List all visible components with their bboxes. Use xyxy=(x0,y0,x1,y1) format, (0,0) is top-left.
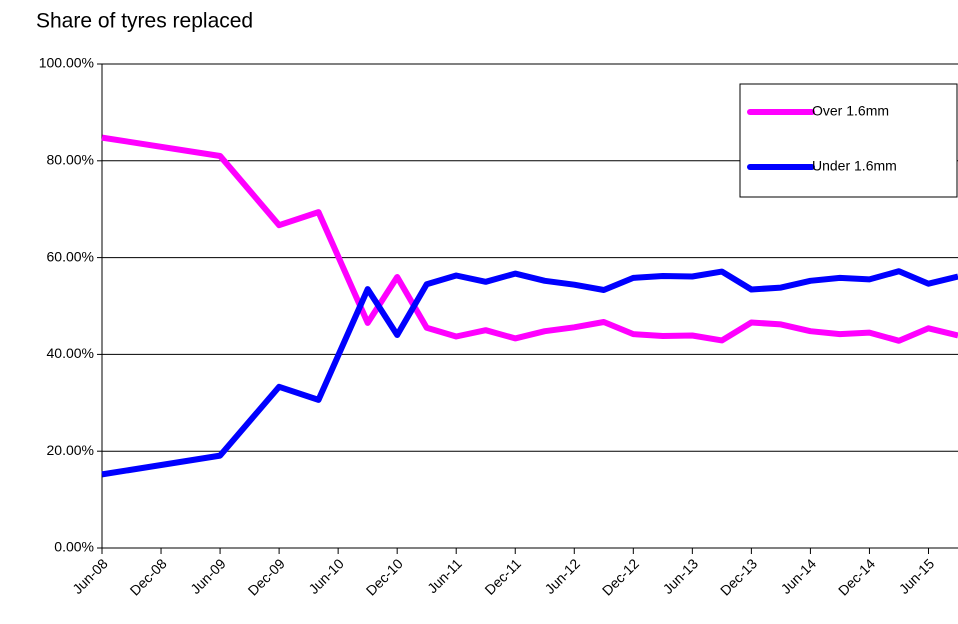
legend-label: Under 1.6mm xyxy=(812,158,897,174)
x-tick-label: Dec-11 xyxy=(481,555,524,598)
x-tick-label: Jun-10 xyxy=(305,555,347,597)
x-tick-label: Jun-15 xyxy=(896,555,938,597)
x-tick-label: Jun-11 xyxy=(424,555,465,596)
legend-box xyxy=(739,83,958,198)
y-tick-label: 60.00% xyxy=(47,248,94,264)
x-tick-label: Jun-12 xyxy=(541,555,583,597)
x-tick-label: Dec-14 xyxy=(835,555,878,598)
x-tick-label: Dec-13 xyxy=(717,555,760,598)
x-tick-label: Dec-12 xyxy=(599,555,642,598)
legend-label: Over 1.6mm xyxy=(812,103,889,119)
y-tick-label: 100.00% xyxy=(39,55,94,71)
x-tick-label: Dec-09 xyxy=(245,555,288,598)
y-tick-label: 20.00% xyxy=(47,442,94,458)
chart-title: Share of tyres replaced xyxy=(36,10,253,33)
x-tick-label: Dec-10 xyxy=(363,555,406,598)
x-tick-label: Jun-13 xyxy=(659,555,701,597)
x-tick-label: Jun-14 xyxy=(778,555,820,597)
series-line xyxy=(101,268,958,478)
x-tick-label: Dec-08 xyxy=(127,555,170,598)
y-tick-label: 40.00% xyxy=(47,345,94,361)
y-tick-label: 0.00% xyxy=(54,539,94,555)
x-tick-label: Jun-08 xyxy=(69,555,111,597)
y-tick-label: 80.00% xyxy=(47,152,94,168)
x-tick-label: Jun-09 xyxy=(187,555,229,597)
series-line xyxy=(101,134,958,344)
